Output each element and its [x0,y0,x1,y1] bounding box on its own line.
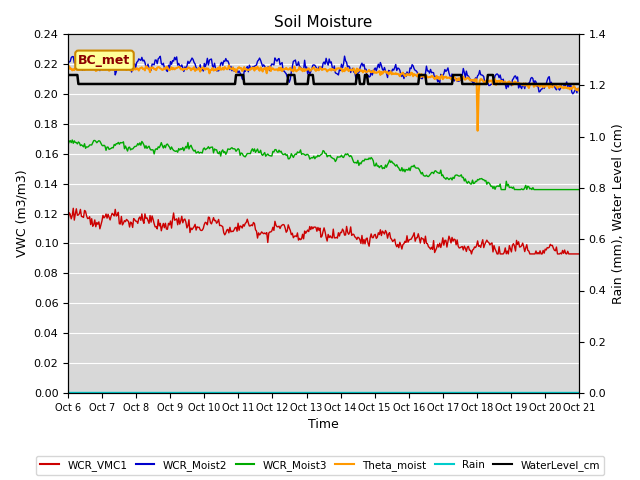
Line: Theta_moist: Theta_moist [68,65,579,131]
WaterLevel_cm [342,81,349,87]
WCR_Moist2 [310,62,317,68]
WCR_Moist3 [64,142,72,147]
Text: BC_met: BC_met [78,54,131,67]
WCR_VMC1 [311,224,319,230]
WaterLevel_cm [74,81,82,87]
Rain [64,389,72,395]
WCR_VMC1 [69,205,77,211]
Rain [575,389,583,395]
Rain [340,389,348,395]
Theta_moist [474,128,481,133]
Y-axis label: VWC (m3/m3): VWC (m3/m3) [15,170,28,257]
WaterLevel_cm [64,72,72,78]
Line: WCR_Moist2: WCR_Moist2 [68,56,579,94]
WCR_VMC1 [485,240,493,245]
Theta_moist [64,64,72,70]
WCR_VMC1 [565,251,573,257]
WCR_Moist2 [369,69,377,75]
WaterLevel_cm [575,81,583,87]
WaterLevel_cm [564,81,572,87]
Rain [563,389,570,395]
WCR_Moist3 [311,156,319,162]
WCR_Moist2 [340,53,348,59]
Theta_moist [369,68,377,73]
WCR_VMC1 [308,224,316,229]
WCR_Moist2 [342,58,349,64]
WCR_Moist3 [497,187,505,192]
WCR_Moist2 [575,87,583,93]
WCR_Moist2 [564,84,572,90]
Title: Soil Moisture: Soil Moisture [275,15,372,30]
Rain [310,389,317,395]
Y-axis label: Rain (mm), Water Level (cm): Rain (mm), Water Level (cm) [612,123,625,304]
X-axis label: Time: Time [308,419,339,432]
Legend: WCR_VMC1, WCR_Moist2, WCR_Moist3, Theta_moist, Rain, WaterLevel_cm: WCR_VMC1, WCR_Moist2, WCR_Moist3, Theta_… [36,456,604,475]
WCR_Moist2 [64,60,72,65]
Rain [307,389,315,395]
WCR_Moist3 [565,187,573,192]
Line: WaterLevel_cm: WaterLevel_cm [68,75,579,84]
WCR_VMC1 [369,235,377,240]
WaterLevel_cm [311,81,319,87]
Theta_moist [485,79,493,84]
WCR_Moist2 [307,69,315,74]
WCR_Moist3 [484,180,492,185]
WaterLevel_cm [308,72,316,78]
WaterLevel_cm [369,81,377,87]
WCR_VMC1 [64,217,72,223]
Theta_moist [225,62,233,68]
WCR_Moist3 [68,137,76,143]
Rain [369,389,376,395]
Theta_moist [308,66,316,72]
Theta_moist [342,65,349,71]
WCR_Moist3 [369,158,377,164]
Theta_moist [575,86,583,92]
Rain [483,389,491,395]
WCR_VMC1 [342,232,349,238]
Theta_moist [565,85,573,91]
Line: WCR_VMC1: WCR_VMC1 [68,208,579,254]
WaterLevel_cm [484,72,492,78]
Theta_moist [311,67,319,72]
WCR_Moist3 [342,151,349,157]
WCR_Moist2 [569,91,577,96]
WCR_Moist3 [308,155,316,160]
Line: WCR_Moist3: WCR_Moist3 [68,140,579,190]
WCR_VMC1 [575,251,583,257]
WCR_Moist3 [575,187,583,192]
WCR_Moist2 [484,80,492,86]
WCR_VMC1 [468,251,476,257]
